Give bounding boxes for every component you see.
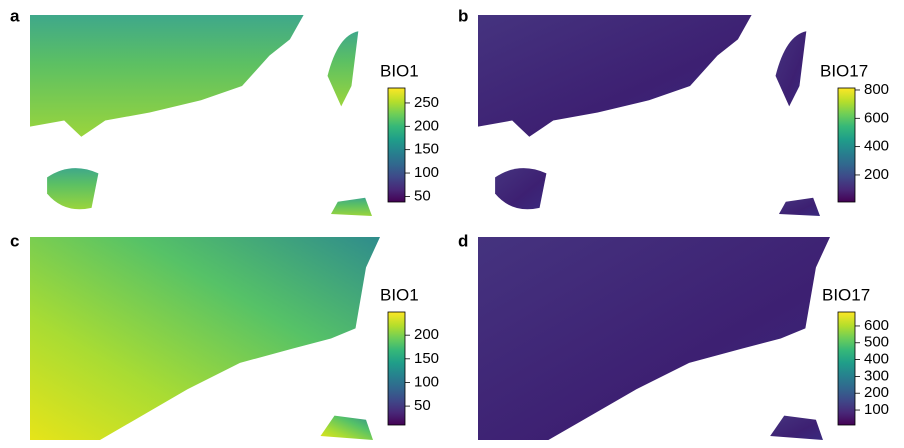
mainland: [30, 15, 304, 137]
colorbar-tick-label: 250: [414, 94, 439, 111]
colorbar-tick-label: 500: [864, 334, 889, 351]
colorbar-tick-label: 800: [864, 81, 889, 98]
legend-title: BIO1: [380, 285, 419, 304]
colorbar-tick-label: 400: [864, 138, 889, 155]
colorbar-tick-label: 300: [864, 367, 889, 384]
colorbar-tick-label: 600: [864, 109, 889, 126]
mainland: [478, 237, 830, 440]
island: [330, 197, 372, 216]
island: [770, 415, 823, 440]
island: [495, 168, 547, 210]
legend-title: BIO17: [822, 285, 870, 304]
colorbar-tick-label: 100: [864, 401, 889, 418]
colorbar-tick-label: 150: [414, 141, 439, 158]
mainland: [478, 15, 752, 137]
legend-title: BIO17: [820, 61, 868, 80]
colorbar: [837, 311, 856, 426]
panel-label: d: [458, 231, 468, 250]
panel: a BIO1 50 100 150 200 250: [10, 6, 439, 216]
colorbar-tick-label: 200: [864, 166, 889, 183]
panel-label: a: [10, 6, 20, 25]
colorbar-tick-label: 400: [864, 351, 889, 368]
colorbar-tick-label: 200: [414, 117, 439, 134]
legend-title: BIO1: [380, 61, 419, 80]
colorbar-tick-label: 200: [864, 384, 889, 401]
island: [327, 31, 359, 107]
colorbar-tick-label: 100: [414, 373, 439, 390]
panel-label: b: [458, 6, 468, 25]
mainland: [30, 237, 380, 440]
panel: b BIO17 200 400 600 800: [458, 6, 889, 216]
colorbar-tick-label: 150: [414, 350, 439, 367]
colorbar: [837, 87, 856, 203]
colorbar-tick-label: 200: [414, 326, 439, 343]
panel-label: c: [10, 231, 19, 250]
island: [47, 168, 99, 210]
colorbar-tick-label: 50: [414, 397, 431, 414]
colorbar-tick-label: 100: [414, 164, 439, 181]
island: [778, 197, 820, 216]
colorbar-tick-label: 50: [414, 187, 431, 204]
panels: a BIO1 50 100 150 200 250 b BIO17 200 400 600 800 c BI…: [10, 6, 889, 440]
colorbar-tick-label: 600: [864, 317, 889, 334]
island: [320, 415, 373, 440]
island: [775, 31, 807, 107]
colorbar: [387, 87, 406, 203]
panel: c BIO1 50 100 150 200: [10, 231, 439, 440]
colorbar: [387, 311, 406, 426]
